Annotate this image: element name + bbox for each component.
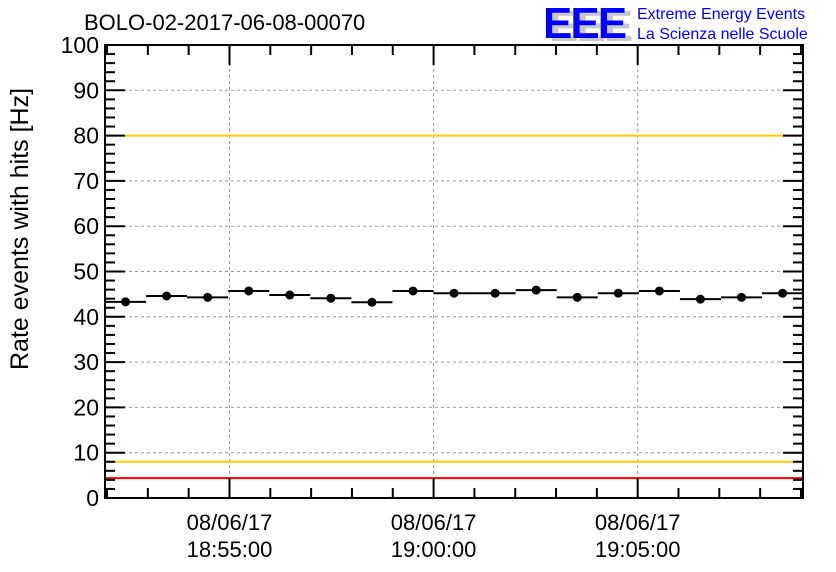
y-tick-label: 80 — [73, 123, 99, 149]
y-tick-label: 30 — [73, 349, 99, 375]
data-point — [203, 292, 213, 302]
x-tick-date: 08/06/17 — [391, 510, 477, 535]
data-point — [613, 288, 623, 298]
y-tick-label: 90 — [73, 77, 99, 103]
data-point — [695, 294, 705, 304]
x-tick-time: 18:55:00 — [187, 537, 273, 562]
y-tick-label: 0 — [86, 485, 99, 511]
data-point — [408, 286, 418, 296]
data-point — [778, 288, 788, 298]
y-tick-label: 40 — [73, 304, 99, 330]
data-point — [572, 292, 582, 302]
data-point — [736, 292, 746, 302]
data-point — [244, 286, 254, 296]
logo-mark: EEE — [543, 0, 626, 48]
logo-line2: La Scienza nelle Scuole — [637, 26, 808, 43]
data-point — [531, 285, 541, 295]
data-point — [162, 291, 172, 301]
x-tick-time: 19:05:00 — [595, 537, 681, 562]
y-tick-label: 70 — [73, 168, 99, 194]
y-axis-label: Rate events with hits [Hz] — [6, 88, 34, 370]
data-point — [449, 288, 459, 298]
y-tick-label: 60 — [73, 213, 99, 239]
data-point — [490, 288, 500, 298]
x-tick-date: 08/06/17 — [595, 510, 681, 535]
eee-logo: EEE Extreme Energy Events La Scienza nel… — [543, 0, 808, 48]
logo-line1: Extreme Energy Events — [637, 6, 805, 23]
chart-title: BOLO-02-2017-06-08-00070 — [84, 10, 365, 35]
y-tick-label: 20 — [73, 394, 99, 420]
y-tick-label: 50 — [73, 259, 99, 285]
y-tick-label: 100 — [61, 32, 99, 58]
data-point — [654, 286, 664, 296]
y-tick-label: 10 — [73, 440, 99, 466]
data-point — [367, 297, 377, 307]
data-point — [326, 293, 336, 303]
data-point — [285, 290, 295, 300]
data-point — [121, 297, 131, 307]
x-tick-time: 19:00:00 — [391, 537, 477, 562]
x-tick-date: 08/06/17 — [187, 510, 273, 535]
